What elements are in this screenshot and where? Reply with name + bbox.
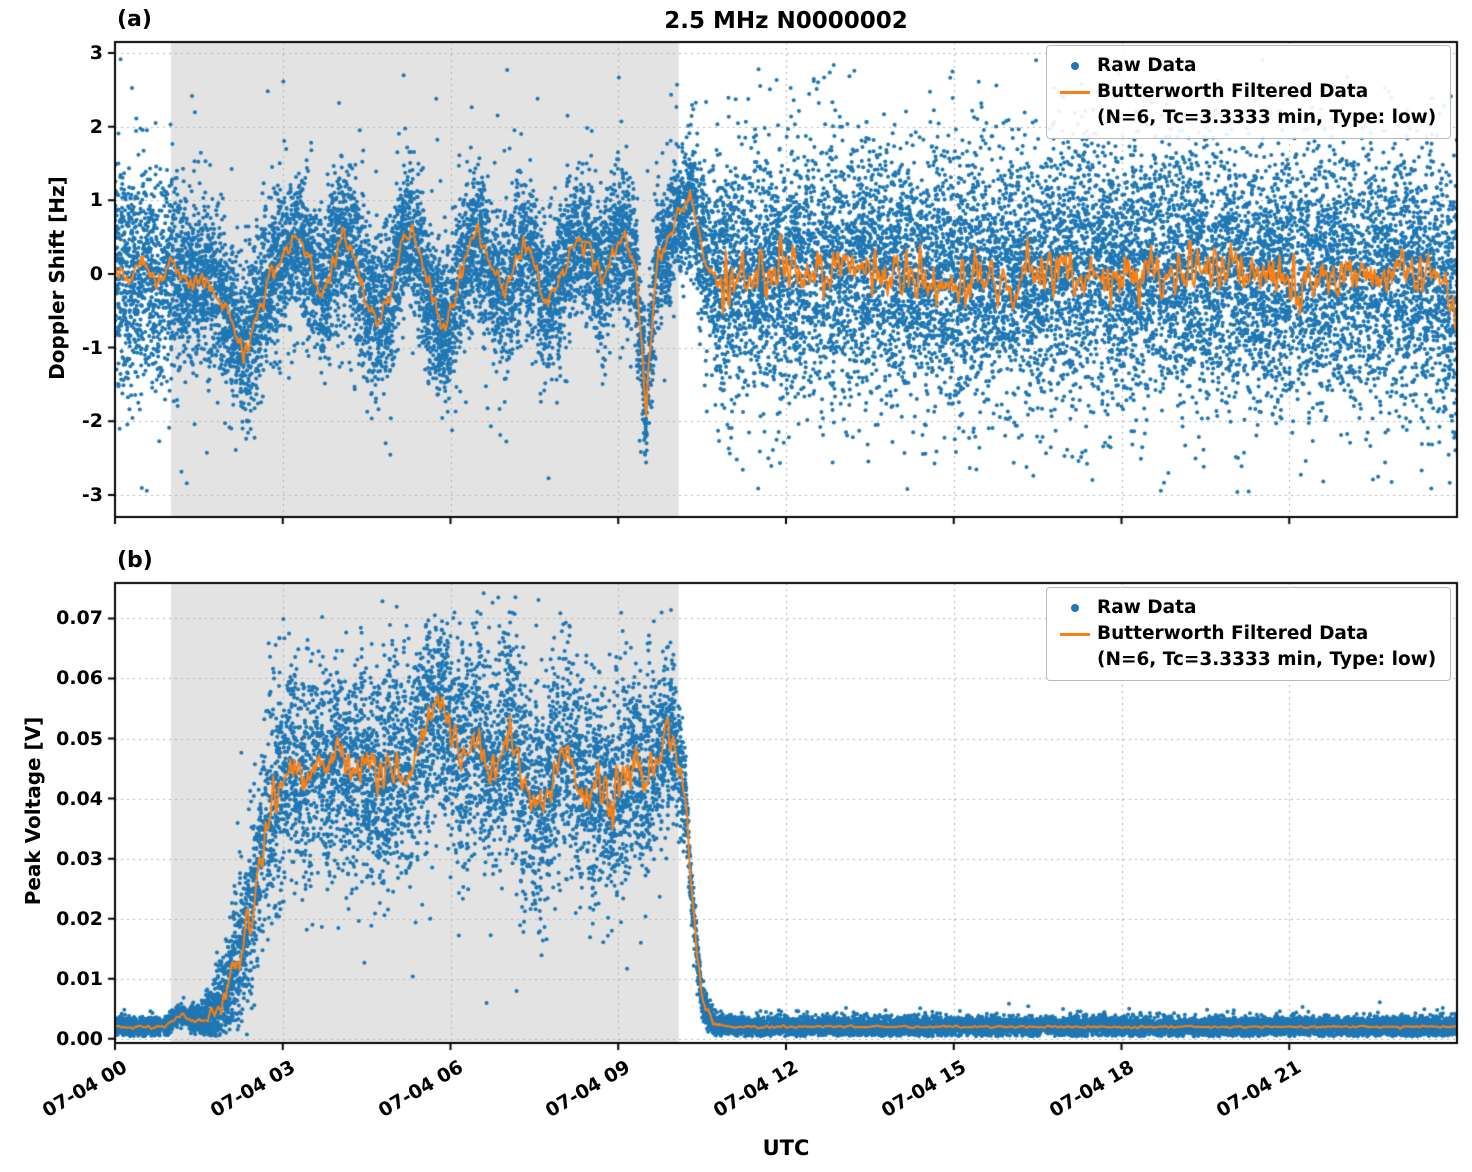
filtered-line-icon <box>1053 621 1097 647</box>
panel-b-label: (b) <box>117 548 153 573</box>
panel-a-ytick-label: -1 <box>81 336 103 359</box>
panel-a-ytick-label: 3 <box>89 42 103 65</box>
panel-a-ytick-label: 0 <box>89 262 103 285</box>
x-tick-label: 07-04 12 <box>709 1056 802 1122</box>
panel-b-ytick-label: 0.01 <box>56 967 103 990</box>
legend-item-raw-data: Raw Data <box>1053 53 1440 79</box>
panel-b-ytick-label: 0.02 <box>56 907 103 930</box>
panel-b-ytick-label: 0.04 <box>56 787 103 810</box>
chart-title: 2.5 MHz N0000002 <box>664 8 908 34</box>
legend-item-raw-data: Raw Data <box>1053 595 1440 621</box>
x-axis-label-utc: UTC <box>762 1136 810 1160</box>
legend-filtered-sublabel: (N=6, Tc=3.3333 min, Type: low) <box>1097 107 1437 128</box>
raw-data-dot-icon <box>1053 595 1097 621</box>
legend-raw-label: Raw Data <box>1097 597 1197 618</box>
panel-a-ytick-label: -2 <box>81 410 103 433</box>
legend-item-filtered-data: Butterworth Filtered Data (N=6, Tc=3.333… <box>1053 79 1440 131</box>
legend-filtered-label: Butterworth Filtered Data <box>1097 81 1369 102</box>
x-tick-label: 07-04 09 <box>541 1056 635 1122</box>
panel-b-ytick-label: 0.05 <box>56 727 103 750</box>
x-tick-label: 07-04 18 <box>1045 1056 1138 1122</box>
x-tick-label: 07-04 00 <box>38 1056 131 1122</box>
panel-a-label: (a) <box>117 7 152 32</box>
x-tick-label: 07-04 06 <box>374 1056 467 1122</box>
panel-a-ytick-label: 1 <box>89 189 103 212</box>
legend-filtered-sublabel: (N=6, Tc=3.3333 min, Type: low) <box>1097 649 1437 670</box>
x-tick-label: 07-04 15 <box>877 1056 970 1122</box>
legend-panel-a: Raw Data Butterworth Filtered Data (N=6,… <box>1046 45 1451 139</box>
panel-b-ytick-label: 0.00 <box>56 1027 103 1050</box>
panel-a-ytick-label: -3 <box>81 483 103 506</box>
legend-panel-b: Raw Data Butterworth Filtered Data (N=6,… <box>1046 587 1451 681</box>
filtered-line-icon <box>1053 79 1097 105</box>
x-tick-label: 07-04 21 <box>1212 1056 1306 1122</box>
legend-item-filtered-data: Butterworth Filtered Data (N=6, Tc=3.333… <box>1053 621 1440 673</box>
panel-b-ytick-label: 0.07 <box>56 607 103 630</box>
raw-data-dot-icon <box>1053 53 1097 79</box>
panel-b-ytick-label: 0.06 <box>56 667 103 690</box>
x-tick-label: 07-04 03 <box>206 1056 299 1122</box>
panel-b-ytick-label: 0.03 <box>56 847 103 870</box>
legend-raw-label: Raw Data <box>1097 55 1197 76</box>
legend-filtered-label: Butterworth Filtered Data <box>1097 623 1369 644</box>
panel-a-ytick-label: 2 <box>89 115 103 138</box>
